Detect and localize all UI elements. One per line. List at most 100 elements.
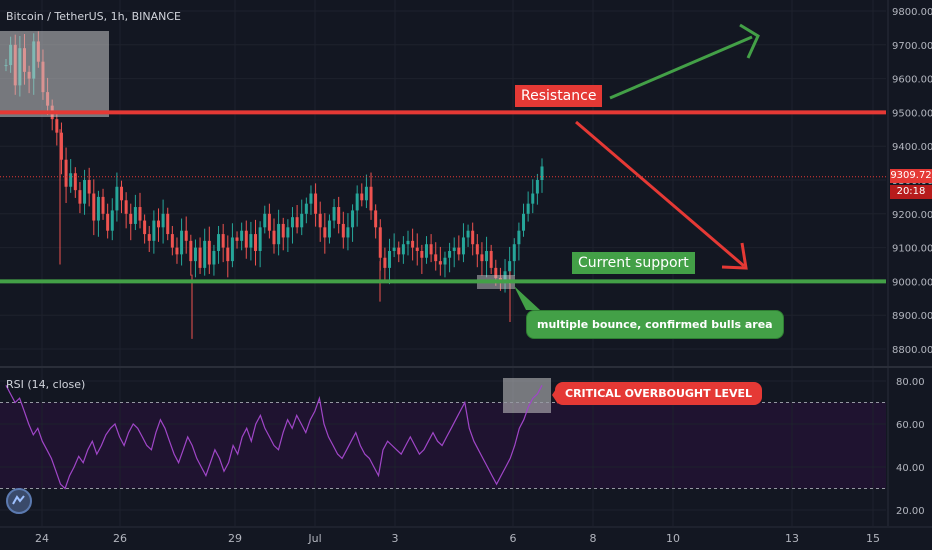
candle-body: [244, 230, 248, 248]
resistance-label: Resistance: [515, 85, 603, 107]
candle-body: [290, 217, 294, 228]
candle-body: [471, 230, 475, 245]
candle-body: [508, 261, 512, 272]
candle-body: [217, 234, 221, 251]
candle-body: [230, 237, 234, 262]
candle-body: [526, 203, 530, 214]
candle-body: [189, 240, 193, 262]
price-tick-label: 9800.00: [892, 7, 932, 18]
candle-body: [78, 190, 82, 204]
candle-body: [314, 193, 318, 214]
time-tick-label: 15: [866, 532, 880, 545]
candle-body: [138, 207, 142, 221]
time-tick-label: 29: [228, 532, 242, 545]
price-tick-label: 9700.00: [892, 41, 932, 52]
time-tick-label: 6: [510, 532, 517, 545]
candle-body: [424, 244, 428, 258]
candle-body: [351, 210, 355, 228]
arrow-up-line: [609, 35, 753, 100]
candle-body: [309, 193, 313, 204]
rsi-tick-label: 20.00: [896, 506, 925, 517]
candle-body: [59, 132, 63, 160]
candle-body: [235, 237, 239, 241]
time-tick-label: 8: [590, 532, 597, 545]
candle-body: [101, 196, 105, 214]
candle-body: [152, 220, 156, 241]
candle-body: [411, 240, 415, 248]
price-tick-label: 9600.00: [892, 75, 932, 86]
candle-body: [360, 193, 364, 201]
candle-body: [184, 230, 188, 241]
candle-body: [115, 186, 119, 211]
candle-body: [397, 247, 401, 255]
bounce-callout-pointer: [514, 286, 540, 310]
rsi-tick-label: 60.00: [896, 420, 925, 431]
price-tick-label: 9000.00: [892, 277, 932, 288]
time-tick-label: 3: [392, 532, 399, 545]
candle-body: [83, 180, 87, 204]
candle-body: [286, 227, 290, 238]
candle-body: [512, 244, 516, 262]
candle-body: [300, 213, 304, 228]
candle-body: [480, 254, 484, 262]
arrow-down-line: [575, 120, 745, 268]
candle-body: [448, 250, 452, 258]
countdown-tag: 20:18: [890, 185, 932, 199]
price-tick-label: 9200.00: [892, 210, 932, 221]
candle-body: [170, 234, 174, 248]
candle-body: [143, 220, 147, 235]
candle-body: [263, 213, 267, 228]
candle-body: [55, 119, 59, 133]
candle-body: [249, 234, 253, 248]
candle-body: [156, 220, 160, 228]
time-tick-label: 26: [113, 532, 127, 545]
candle-body: [369, 186, 373, 211]
candle-body: [327, 220, 331, 238]
price-tick-label: 9400.00: [892, 142, 932, 153]
candle-body: [166, 213, 170, 235]
candle-body: [535, 180, 539, 194]
candle-body: [531, 193, 535, 204]
bounce-callout: multiple bounce, confirmed bulls area: [526, 310, 784, 339]
candle-body: [494, 267, 498, 279]
candle-body: [198, 247, 202, 268]
tradingview-logo-icon[interactable]: [6, 488, 32, 514]
candle-body: [106, 213, 110, 231]
top-range-box: [0, 31, 109, 117]
candle-body: [461, 237, 465, 255]
rsi-tick-label: 40.00: [896, 463, 925, 474]
candle-body: [452, 247, 456, 251]
candle-body: [124, 200, 128, 214]
candle-body: [332, 207, 336, 221]
candle-body: [64, 159, 68, 187]
candle-body: [522, 213, 526, 231]
candle-body: [434, 254, 438, 262]
overbought-callout: CRITICAL OVERBOUGHT LEVEL: [555, 382, 763, 405]
candle-body: [318, 213, 322, 228]
candle-body: [383, 257, 387, 268]
time-tick-label: 24: [35, 532, 49, 545]
candle-body: [337, 207, 341, 224]
candle-body: [73, 173, 77, 191]
rsi-band: [0, 402, 886, 489]
candle-body: [374, 210, 378, 228]
candle-body: [175, 247, 179, 255]
price-tick-label: 8800.00: [892, 345, 932, 356]
candle-body: [401, 244, 405, 255]
candle-body: [212, 250, 216, 265]
candle-body: [96, 196, 100, 221]
candle-body: [429, 244, 433, 255]
candle-body: [120, 186, 124, 201]
time-tick-label: 10: [666, 532, 680, 545]
candle-body: [221, 234, 225, 248]
candle-body: [254, 234, 258, 251]
arrow-down-head: [721, 242, 748, 270]
candle-body: [457, 247, 461, 255]
candle-body: [272, 230, 276, 245]
price-tick-label: 9100.00: [892, 244, 932, 255]
candle-body: [295, 217, 299, 228]
rsi-tick-label: 80.00: [896, 377, 925, 388]
candle-body: [388, 250, 392, 268]
candle-body: [540, 166, 544, 180]
